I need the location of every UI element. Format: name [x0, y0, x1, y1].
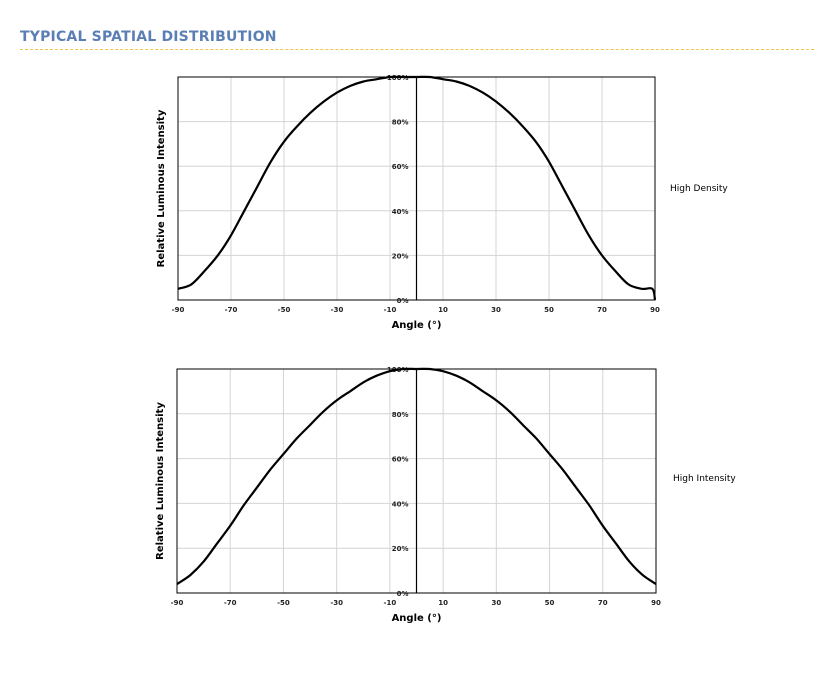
x-tick-label: -90	[172, 306, 185, 314]
y-tick-label: 0%	[397, 590, 409, 598]
y-tick-label: 40%	[392, 500, 409, 508]
y-tick-label: 100%	[387, 74, 409, 82]
x-tick-label: 10	[438, 306, 448, 314]
x-tick-label: 90	[651, 599, 661, 607]
x-tick-label: -30	[331, 306, 344, 314]
spatial-distribution-chart-high-density: -90 -70 -50 -30 -10 10 30 50 70 90 0% 20% 40% 60% 80% 1…	[156, 74, 728, 331]
x-axis-title: Angle (°)	[392, 320, 442, 331]
x-tick-label: -70	[224, 599, 237, 607]
x-tick-label: -90	[171, 599, 184, 607]
x-tick-label: 90	[650, 306, 660, 314]
section-title: TYPICAL SPATIAL DISTRIBUTION	[20, 29, 277, 45]
x-tick-label: -10	[384, 599, 397, 607]
x-tick-label: 70	[597, 306, 607, 314]
y-tick-label: 0%	[397, 297, 409, 305]
y-tick-label: 80%	[392, 119, 409, 127]
series-line	[176, 367, 657, 585]
legend-label: High Intensity	[673, 474, 736, 484]
x-tick-label: 70	[598, 599, 608, 607]
y-tick-label: 60%	[392, 163, 409, 171]
x-tick-label: -50	[278, 306, 291, 314]
x-tick-label: 30	[491, 599, 501, 607]
x-tick-label: -10	[384, 306, 397, 314]
x-tick-label: -50	[277, 599, 290, 607]
y-axis-title: Relative Luminous Intensity	[156, 109, 167, 267]
spatial-distribution-chart-high-intensity: -90 -70 -50 -30 -10 10 30 50 70 900%20%40%60%80%1…	[155, 366, 736, 624]
x-tick-label: 50	[544, 306, 554, 314]
y-tick-label: 20%	[392, 545, 409, 553]
y-tick-label: 60%	[392, 456, 409, 464]
x-tick-label: 50	[545, 599, 555, 607]
x-tick-label: 10	[438, 599, 448, 607]
x-tick-label: -30	[330, 599, 343, 607]
series-line	[177, 75, 657, 301]
y-axis-title: Relative Luminous Intensity	[155, 402, 166, 560]
x-axis-title: Angle (°)	[392, 613, 442, 624]
legend-label: High Density	[670, 184, 728, 194]
y-tick-label: 20%	[392, 252, 409, 260]
x-tick-label: -70	[225, 306, 238, 314]
y-tick-label: 80%	[392, 411, 409, 419]
y-tick-label: 40%	[392, 208, 409, 216]
section-divider	[20, 49, 814, 50]
x-tick-label: 30	[491, 306, 501, 314]
